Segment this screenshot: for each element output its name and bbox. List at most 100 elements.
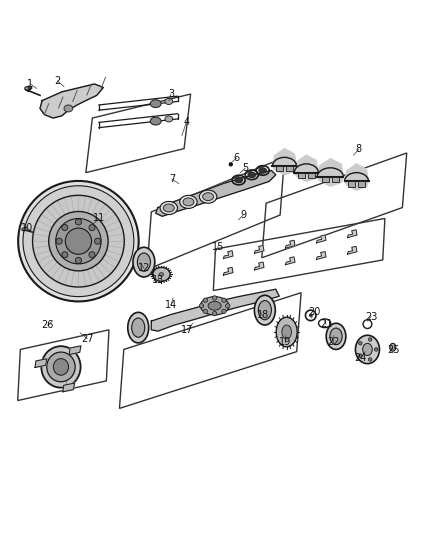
Circle shape [368,358,372,361]
Circle shape [368,338,372,341]
Polygon shape [286,257,295,265]
Polygon shape [40,84,103,118]
Text: 17: 17 [181,325,194,335]
Ellipse shape [326,323,346,350]
Ellipse shape [21,228,26,231]
Ellipse shape [201,297,229,315]
Ellipse shape [235,177,243,183]
Bar [297,173,304,178]
Text: 18: 18 [257,310,269,320]
Circle shape [229,162,233,166]
Circle shape [222,309,226,313]
Bar [348,181,355,187]
Text: 25: 25 [387,345,400,356]
Ellipse shape [64,105,73,112]
Bar [286,166,293,171]
Ellipse shape [165,99,173,104]
Ellipse shape [41,346,81,387]
Polygon shape [294,155,318,181]
Text: 2: 2 [54,76,60,86]
Circle shape [32,195,124,287]
Text: 4: 4 [183,117,189,127]
Ellipse shape [53,359,69,375]
Circle shape [212,296,217,300]
Text: 26: 26 [42,320,54,330]
Bar [321,177,328,182]
Ellipse shape [208,302,221,310]
Circle shape [75,257,81,263]
Ellipse shape [128,312,149,343]
Text: 11: 11 [93,214,105,223]
Circle shape [49,212,108,271]
Circle shape [226,304,230,308]
Ellipse shape [183,198,194,206]
Circle shape [222,298,226,302]
Ellipse shape [47,352,75,382]
Polygon shape [347,230,357,238]
Ellipse shape [203,193,214,200]
Circle shape [203,298,208,302]
Circle shape [75,219,81,225]
Polygon shape [272,149,297,175]
Ellipse shape [133,247,155,277]
Text: 3: 3 [168,89,174,99]
Ellipse shape [25,87,29,90]
Polygon shape [316,235,326,243]
Ellipse shape [258,301,272,320]
Text: 22: 22 [327,337,339,346]
Text: 13: 13 [152,276,164,286]
Polygon shape [254,262,264,270]
Polygon shape [69,346,81,354]
Polygon shape [63,383,74,392]
Polygon shape [254,246,264,253]
Bar [276,166,283,171]
Ellipse shape [152,268,170,281]
Text: 19: 19 [279,337,292,346]
Text: 23: 23 [365,312,377,322]
Polygon shape [35,359,47,367]
Circle shape [56,219,101,264]
Circle shape [89,224,95,231]
Bar [308,173,315,178]
Text: 1: 1 [27,79,33,89]
Polygon shape [345,164,368,190]
Text: 5: 5 [242,163,248,173]
Ellipse shape [356,335,379,364]
Text: 15: 15 [212,242,224,252]
Ellipse shape [163,204,174,212]
Ellipse shape [132,318,145,337]
Text: 10: 10 [21,223,33,233]
Bar [358,181,365,187]
Circle shape [359,354,362,357]
Ellipse shape [180,195,197,208]
Text: 20: 20 [308,308,320,317]
Ellipse shape [254,295,276,325]
Ellipse shape [150,117,161,125]
Polygon shape [347,246,357,254]
Text: 7: 7 [169,174,175,184]
Polygon shape [155,171,276,216]
Text: 9: 9 [240,210,246,220]
Text: 21: 21 [320,319,332,329]
Text: 24: 24 [355,353,367,363]
Ellipse shape [150,100,161,108]
Ellipse shape [159,272,163,276]
Circle shape [309,313,312,317]
Text: 27: 27 [81,334,93,344]
Polygon shape [316,252,326,260]
Circle shape [62,252,68,258]
Ellipse shape [259,167,267,173]
Ellipse shape [138,253,150,271]
Text: 6: 6 [233,153,240,163]
Circle shape [95,238,101,244]
Circle shape [359,342,362,345]
Ellipse shape [160,201,177,215]
Bar [332,177,339,182]
Ellipse shape [363,343,372,356]
Ellipse shape [390,343,396,351]
Circle shape [89,252,95,258]
Circle shape [199,304,204,308]
Polygon shape [317,159,343,186]
Ellipse shape [276,317,297,347]
Circle shape [62,224,68,231]
